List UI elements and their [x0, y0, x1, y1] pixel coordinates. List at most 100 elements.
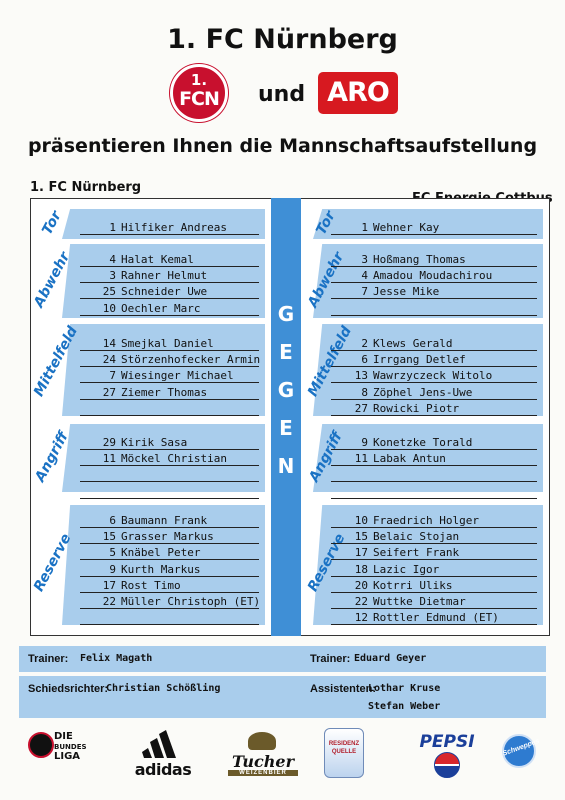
player-number: 1 — [109, 221, 116, 234]
schweppes-logo: Schweppes — [500, 726, 540, 782]
row-line — [80, 449, 259, 450]
player-name: Zöphel Jens-Uwe — [373, 385, 473, 399]
home-player: 9 Kurth Markus — [90, 563, 200, 576]
row-line — [331, 366, 537, 368]
player-name: Fraedrich Holger — [373, 514, 479, 527]
row-line — [331, 497, 537, 499]
player-number: 6 — [361, 353, 368, 367]
tucher-crest-icon — [248, 732, 276, 750]
away-player: 15 Belaic Stojan — [342, 530, 459, 543]
player-name: Jesse Mike — [373, 285, 440, 299]
player-name: Störzenhofecker Armin — [121, 353, 261, 367]
row-line — [80, 527, 259, 528]
adidas-stripes-icon — [142, 730, 176, 758]
row-line — [331, 465, 537, 467]
row-line — [331, 266, 537, 267]
away-player: 3 Hoßmang Thomas — [342, 253, 466, 266]
pepsi-globe-icon — [434, 752, 460, 778]
away-reserve-panel — [313, 505, 543, 625]
home-trainer-label: Trainer: — [28, 653, 69, 665]
away-player: 4 Amadou Moudachirou — [342, 269, 492, 282]
player-number: 24 — [102, 353, 116, 367]
home-player: 4 Halat Kemal — [90, 253, 193, 266]
row-line — [331, 314, 537, 316]
away-player: 17 Seifert Frank — [342, 546, 459, 559]
player-name: Klews Gerald — [373, 337, 453, 350]
versus-letter: G — [277, 378, 295, 402]
away-abwehr-panel — [313, 244, 543, 318]
row-line — [331, 591, 537, 593]
tucher-logo: Tucher WEIZENBIER — [228, 726, 298, 782]
home-player: 17 Rost Timo — [90, 579, 181, 592]
row-line — [80, 366, 259, 368]
player-number: 22 — [102, 595, 116, 608]
tucher-logo-text: Tucher — [231, 752, 295, 771]
away-mittelfeld-panel — [313, 324, 543, 416]
player-name: Rahner Helmut — [121, 269, 208, 283]
residenz-text-2: QUELLE — [331, 749, 357, 755]
player-number: 11 — [354, 452, 368, 466]
row-line — [80, 465, 259, 467]
player-name: Oechler Marc — [121, 301, 201, 315]
row-line — [80, 398, 259, 400]
player-number: 6 — [109, 514, 116, 527]
referee-name: Christian Schößling — [106, 683, 221, 694]
away-player: 22 Wuttke Dietmar — [342, 595, 466, 608]
row-line — [80, 234, 259, 235]
player-name: Hoßmang Thomas — [373, 253, 466, 266]
row-line — [80, 414, 259, 416]
player-number: 7 — [361, 285, 368, 299]
home-player: 6 Baumann Frank — [90, 514, 207, 527]
referee-label: Schiedsrichter: — [28, 683, 109, 695]
player-name: Kirik Sasa — [121, 436, 188, 449]
row-line — [80, 298, 259, 300]
player-number: 25 — [102, 285, 116, 299]
referee-bar — [19, 676, 546, 718]
residenz-text-1: RESIDENZ — [328, 741, 360, 747]
player-number: 10 — [102, 301, 116, 315]
row-line — [80, 543, 259, 545]
home-reserve-panel — [62, 505, 265, 625]
row-line — [80, 497, 259, 499]
row-line — [331, 414, 537, 416]
player-name: Rowicki Piotr — [373, 401, 460, 415]
row-line — [80, 608, 259, 609]
row-line — [80, 575, 259, 577]
home-player: 14 Smejkal Daniel — [90, 337, 214, 350]
away-player: 12 Rottler Edmund (ET) — [342, 611, 499, 624]
player-name: Konetzke Torald — [373, 436, 473, 449]
away-player: 8 Zöphel Jens-Uwe — [342, 386, 472, 399]
away-player: 2 Klews Gerald — [342, 337, 452, 350]
player-name: Möckel Christian — [121, 452, 227, 466]
assistant-name: Stefan Weber — [368, 701, 441, 712]
logo-row: 1. FCN und ARO — [0, 64, 565, 122]
row-line — [331, 298, 537, 300]
assistants-label: Assistenten: — [310, 683, 377, 695]
away-player: 27 Rowicki Piotr — [342, 402, 459, 415]
player-number: 15 — [354, 530, 368, 544]
adidas-logo: adidas — [128, 726, 198, 782]
player-number: 7 — [109, 369, 116, 383]
residenz-quelle-text: RESIDENZ QUELLE — [324, 740, 364, 756]
row-line — [331, 282, 537, 284]
player-name: Wawrzyczeck Witolo — [373, 369, 493, 383]
row-line — [80, 624, 259, 626]
tucher-logo-subtext: WEIZENBIER — [228, 770, 298, 776]
away-player: 9 Konetzke Torald — [342, 436, 472, 449]
away-trainer-name: Eduard Geyer — [354, 653, 427, 664]
player-name: Labak Antun — [373, 452, 446, 466]
row-line — [80, 266, 259, 267]
player-name: Wiesinger Michael — [121, 369, 234, 383]
home-player: 5 Knäbel Peter — [90, 546, 200, 559]
row-line — [80, 481, 259, 483]
row-line — [331, 350, 537, 351]
aro-logo: ARO — [318, 72, 398, 114]
away-player: 1 Wehner Kay — [342, 221, 439, 234]
home-player: 22 Müller Christoph (ET) — [90, 595, 260, 608]
home-mittelfeld-panel — [62, 324, 265, 416]
bundesliga-logo-text-3: LIGA — [54, 751, 81, 762]
home-player: 11 Möckel Christian — [90, 452, 227, 465]
row-line — [80, 559, 259, 561]
player-name: Lazic Igor — [373, 562, 440, 576]
row-line — [331, 543, 537, 545]
